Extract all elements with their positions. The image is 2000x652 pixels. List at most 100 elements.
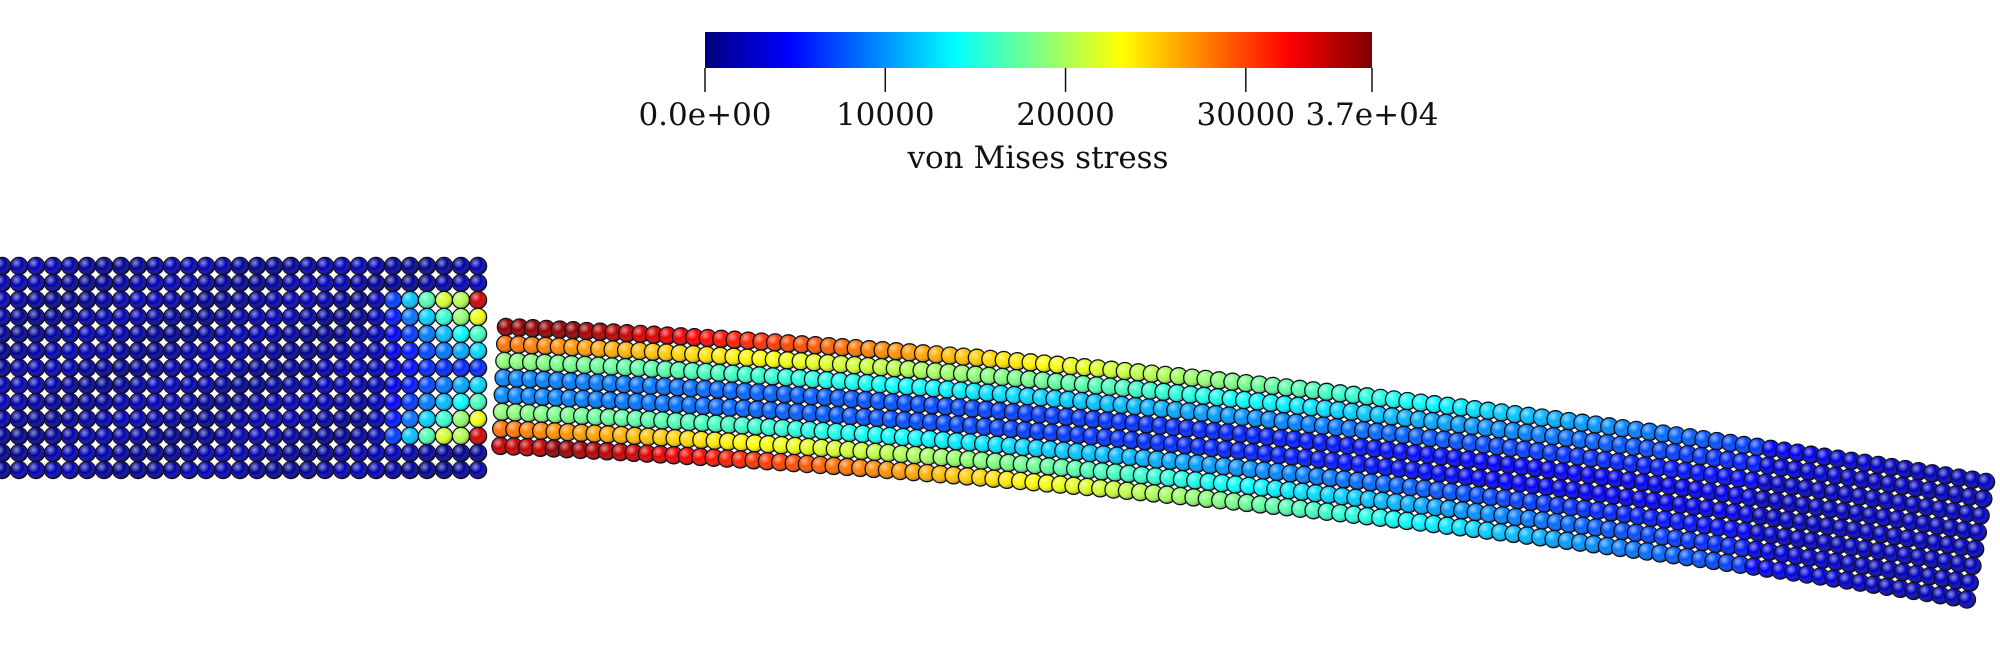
- particle: [865, 442, 885, 462]
- particle: [417, 392, 437, 412]
- particle: [842, 389, 862, 409]
- particle: [803, 369, 823, 389]
- particle: [988, 418, 1008, 438]
- particle: [196, 392, 216, 412]
- particle: [881, 409, 901, 429]
- particle: [885, 359, 905, 378]
- particle: [1597, 536, 1617, 556]
- particle: [846, 338, 866, 358]
- particle: [383, 460, 403, 480]
- particle: [1024, 472, 1043, 492]
- particle: [1288, 396, 1308, 416]
- particle: [611, 442, 630, 462]
- colorbar: 0.0e+00 10000 20000 30000 3.7e+04 von Mises …: [638, 32, 1439, 176]
- particle: [670, 344, 690, 363]
- particle: [1390, 459, 1409, 478]
- particle: [417, 409, 437, 429]
- particle: [315, 341, 335, 361]
- particle: [1311, 433, 1331, 452]
- particle: [1000, 436, 1020, 456]
- particle: [417, 273, 437, 293]
- particle: [162, 324, 182, 344]
- particle: [9, 341, 29, 361]
- particle: [1159, 468, 1178, 488]
- particle: [145, 358, 165, 378]
- particle: [1628, 506, 1648, 526]
- particle: [247, 290, 267, 310]
- particle: [833, 338, 852, 357]
- particle: [532, 404, 552, 424]
- particle: [0, 443, 12, 463]
- particle: [230, 273, 250, 293]
- particle: [162, 409, 182, 429]
- particle: [904, 462, 923, 482]
- particle: [298, 341, 318, 361]
- particle: [196, 426, 216, 446]
- particle: [694, 396, 713, 416]
- particle: [921, 413, 941, 432]
- particle: [628, 375, 647, 395]
- particle: [1120, 447, 1140, 467]
- particle: [1099, 394, 1118, 413]
- particle: [94, 392, 114, 412]
- colorbar-bar: [705, 32, 1372, 68]
- particle: [77, 392, 97, 412]
- particle: [298, 290, 318, 310]
- particle: [366, 392, 386, 412]
- particle: [43, 256, 63, 276]
- particle: [9, 256, 29, 276]
- particle: [434, 443, 454, 463]
- particle: [315, 307, 335, 327]
- particle: [1137, 415, 1157, 434]
- particle: [179, 392, 199, 412]
- particle: [991, 384, 1011, 404]
- particle: [179, 341, 199, 361]
- particle: [1117, 481, 1137, 501]
- particle: [111, 443, 131, 463]
- particle: [1639, 525, 1659, 544]
- particle: [332, 324, 352, 344]
- particle: [764, 350, 784, 369]
- particle: [825, 439, 845, 459]
- particle: [1012, 454, 1032, 474]
- particle: [145, 392, 165, 412]
- particle: [1720, 536, 1739, 556]
- particle: [230, 392, 250, 412]
- particle: [26, 426, 46, 446]
- particle: [1877, 577, 1897, 596]
- particle: [590, 322, 610, 342]
- particle: [762, 384, 781, 403]
- particle: [281, 392, 301, 412]
- particle: [179, 307, 199, 327]
- particle: [349, 256, 369, 276]
- particle: [468, 256, 488, 276]
- particle: [94, 426, 114, 446]
- particle: [1449, 415, 1469, 434]
- particle: [723, 364, 742, 383]
- particle: [26, 290, 46, 310]
- particle: [213, 273, 233, 293]
- particle: [1481, 487, 1501, 507]
- particle: [9, 375, 29, 395]
- particle: [891, 461, 910, 481]
- particle: [349, 426, 369, 446]
- particle: [60, 426, 80, 446]
- particle: [1694, 429, 1713, 449]
- particle: [1517, 526, 1537, 545]
- particle: [366, 307, 386, 327]
- particle: [264, 307, 284, 327]
- particle: [281, 307, 301, 327]
- particle: [779, 334, 798, 353]
- particle: [1504, 524, 1523, 544]
- particle: [1597, 433, 1617, 453]
- particle: [145, 273, 165, 293]
- particle: [1515, 440, 1534, 459]
- particle: [1677, 547, 1697, 567]
- particle: [451, 392, 471, 412]
- particle: [1304, 500, 1323, 520]
- particle: [1651, 441, 1671, 460]
- particle: [844, 372, 863, 392]
- particle: [9, 426, 29, 446]
- particle: [43, 443, 63, 463]
- particle: [1775, 527, 1795, 547]
